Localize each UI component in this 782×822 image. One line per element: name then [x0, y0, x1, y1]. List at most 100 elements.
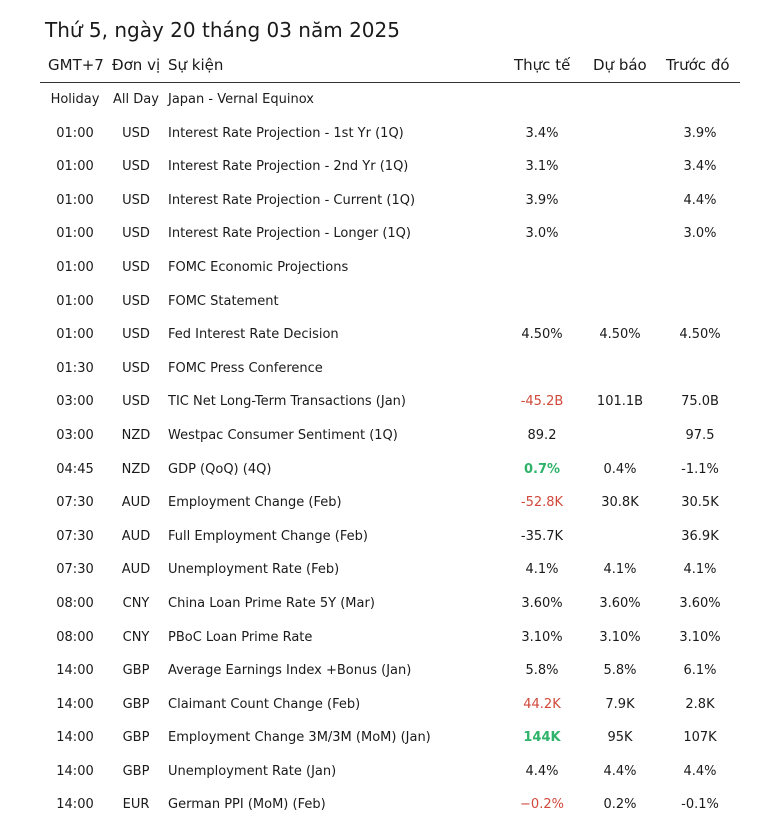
event-currency: USD — [122, 394, 150, 410]
table-row[interactable]: 07:30 AUD Full Employment Change (Feb) -35.… — [40, 520, 740, 554]
event-previous: -0.1% — [681, 797, 719, 813]
event-time: 01:00 — [56, 192, 94, 208]
header-previous: Trước đó — [666, 56, 730, 74]
table-row[interactable]: 14:00 GBP Average Earnings Index +Bonus (J… — [40, 654, 740, 688]
event-name: Full Employment Change (Feb) — [168, 528, 368, 544]
event-time: 08:00 — [56, 629, 94, 645]
event-forecast: 7.9K — [605, 696, 635, 712]
event-time: 01:30 — [56, 360, 94, 376]
event-name: Interest Rate Projection - Longer (1Q) — [168, 226, 411, 242]
event-currency: USD — [122, 293, 150, 309]
table-row[interactable]: 01:00 USD Fed Interest Rate Decision 4.50% 4… — [40, 318, 740, 352]
event-currency: USD — [122, 226, 150, 242]
event-currency: All Day — [113, 92, 159, 107]
event-actual: -45.2B — [520, 394, 564, 410]
header-currency: Đơn vị — [112, 56, 161, 74]
event-currency: AUD — [121, 562, 151, 578]
event-time: 14:00 — [56, 696, 94, 712]
event-forecast: 4.1% — [603, 562, 637, 578]
event-time: 08:00 — [56, 595, 94, 611]
page-title: Thứ 5, ngày 20 tháng 03 năm 2025 — [45, 18, 400, 42]
table-row[interactable]: 14:00 GBP Claimant Count Change (Feb) 44.2K… — [40, 688, 740, 722]
event-actual: 4.4% — [525, 763, 559, 779]
event-previous: 2.8K — [685, 696, 715, 712]
event-time: 01:00 — [56, 226, 94, 242]
table-row[interactable]: 03:00 USD TIC Net Long-Term Transactions (… — [40, 385, 740, 419]
event-previous: 6.1% — [683, 663, 717, 679]
table-row[interactable]: 01:00 USD Interest Rate Projection - 2nd Y… — [40, 150, 740, 184]
event-currency: USD — [122, 327, 150, 343]
table-row[interactable]: 14:00 GBP Unemployment Rate (Jan) 4.4% 4.4% 4… — [40, 755, 740, 789]
event-name: PBoC Loan Prime Rate — [168, 629, 313, 645]
event-currency: USD — [122, 192, 150, 208]
event-actual: 3.9% — [525, 192, 559, 208]
table-row[interactable]: 08:00 CNY China Loan Prime Rate 5Y (Mar) 3.… — [40, 587, 740, 621]
event-name: Interest Rate Projection - Current (1Q) — [168, 192, 416, 208]
event-time: 01:00 — [56, 293, 94, 309]
event-name: Interest Rate Projection - 1st Yr (1Q) — [168, 125, 404, 141]
table-row[interactable]: 01:00 USD Interest Rate Projection - 1st Y… — [40, 117, 740, 151]
table-row[interactable]: 01:00 USD FOMC Economic Projections — [40, 251, 740, 285]
event-previous: -1.1% — [681, 461, 719, 477]
event-previous: 107K — [683, 730, 717, 746]
event-previous: 4.50% — [679, 327, 721, 343]
event-time: 14:00 — [56, 763, 94, 779]
event-time: 14:00 — [56, 797, 94, 813]
event-previous: 3.10% — [679, 629, 721, 645]
table-row[interactable]: 01:00 USD Interest Rate Projection - Curre… — [40, 184, 740, 218]
event-time: 14:00 — [56, 663, 94, 679]
header-actual: Thực tế — [514, 56, 571, 74]
table-row[interactable]: Holiday All Day Japan - Vernal Equinox — [40, 83, 740, 117]
event-actual: 3.60% — [521, 595, 563, 611]
event-actual: 0.7% — [523, 461, 561, 477]
event-actual: 4.50% — [521, 327, 563, 343]
event-previous: 75.0B — [681, 394, 719, 410]
event-previous: 3.4% — [683, 159, 717, 175]
event-actual: 44.2K — [523, 696, 561, 712]
event-name: Unemployment Rate (Feb) — [168, 562, 340, 578]
event-actual: 144K — [523, 730, 561, 746]
event-name: GDP (QoQ) (4Q) — [168, 461, 272, 477]
table-row[interactable]: 01:00 USD FOMC Statement — [40, 285, 740, 319]
event-actual: 3.4% — [525, 125, 559, 141]
event-previous: 3.9% — [683, 125, 717, 141]
event-name: Claimant Count Change (Feb) — [168, 696, 361, 712]
table-row[interactable]: 04:45 NZD GDP (QoQ) (4Q) 0.7% 0.4% -1.1% — [40, 453, 740, 487]
event-previous: 4.4% — [683, 763, 717, 779]
event-forecast: 4.50% — [599, 327, 641, 343]
event-forecast: 101.1B — [596, 394, 644, 410]
event-time: Holiday — [50, 92, 100, 107]
event-forecast: 4.4% — [603, 763, 637, 779]
event-currency: EUR — [122, 797, 150, 813]
event-currency: GBP — [122, 696, 150, 712]
event-time: 03:00 — [56, 394, 94, 410]
table-row[interactable]: 08:00 CNY PBoC Loan Prime Rate 3.10% 3.10% 3.… — [40, 621, 740, 655]
event-list: Holiday All Day Japan - Vernal Equinox 01:0… — [40, 83, 740, 822]
event-currency: USD — [122, 125, 150, 141]
table-row[interactable]: 07:30 AUD Employment Change (Feb) -52.8K 30.… — [40, 486, 740, 520]
event-currency: CNY — [122, 629, 150, 645]
event-name: Unemployment Rate (Jan) — [168, 763, 337, 779]
header-time: GMT+7 — [48, 56, 104, 74]
event-actual: 5.8% — [525, 663, 559, 679]
event-previous: 4.1% — [683, 562, 717, 578]
table-row[interactable]: 07:30 AUD Unemployment Rate (Feb) 4.1% 4.1% 4… — [40, 553, 740, 587]
event-forecast: 95K — [607, 730, 633, 746]
table-row[interactable]: 01:00 USD Interest Rate Projection - Longe… — [40, 217, 740, 251]
event-currency: GBP — [122, 663, 150, 679]
event-time: 07:30 — [56, 495, 94, 511]
event-forecast: 3.60% — [599, 595, 641, 611]
table-row[interactable]: 14:00 EUR German PPI (MoM) (Feb) −0.2% 0.2% -… — [40, 788, 740, 822]
table-row[interactable]: 01:30 USD FOMC Press Conference — [40, 352, 740, 386]
event-name: FOMC Press Conference — [168, 360, 323, 376]
table-header: GMT+7 Đơn vị Sự kiện Thực tế Dự báo Trướ… — [40, 52, 740, 83]
event-currency: GBP — [122, 730, 150, 746]
event-name: German PPI (MoM) (Feb) — [168, 797, 326, 813]
event-currency: NZD — [121, 461, 151, 477]
table-row[interactable]: 03:00 NZD Westpac Consumer Sentiment (1Q) 8… — [40, 419, 740, 453]
header-forecast: Dự báo — [593, 56, 647, 74]
event-name: Employment Change (Feb) — [168, 495, 342, 511]
event-previous: 3.0% — [683, 226, 717, 242]
table-row[interactable]: 14:00 GBP Employment Change 3M/3M (MoM) (J… — [40, 721, 740, 755]
